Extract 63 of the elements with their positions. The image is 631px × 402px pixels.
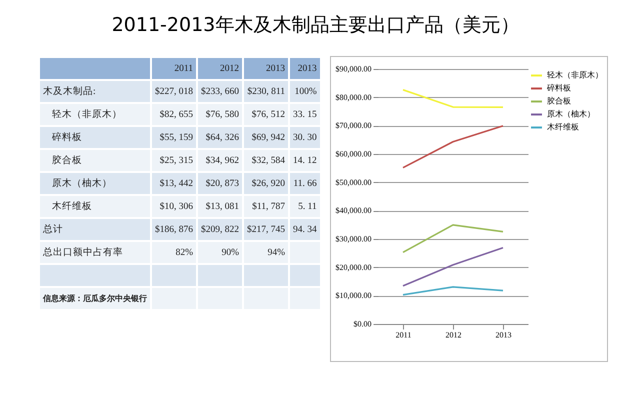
legend-label: 木纤维板 — [546, 122, 579, 132]
text: $10, 306 — [160, 202, 193, 212]
text: 94% — [268, 248, 285, 258]
text: $227, 018 — [155, 86, 193, 96]
text: $55, 159 — [160, 132, 193, 142]
text: 2011-2013年木及木制品主要出口产品（美元） — [110, 13, 520, 38]
legend-label: 碎料板 — [546, 84, 571, 92]
category-label: 碎料板 — [52, 133, 82, 143]
text: $25, 315 — [160, 156, 193, 166]
text: $233, 660 — [201, 86, 239, 96]
legend-label: 原木（柚木） — [546, 110, 595, 118]
text: $76, 512 — [252, 110, 285, 120]
text: 33. 15 — [293, 110, 317, 120]
x-tick-label: 2011 — [395, 330, 412, 340]
category-label: 总出口额中占有率 — [43, 248, 123, 258]
y-tick-label: $70,000.00 — [335, 121, 372, 130]
text: $64, 326 — [206, 132, 239, 142]
text: $11, 787 — [252, 202, 285, 212]
text: $217, 745 — [247, 224, 285, 234]
y-tick-label: $0.00 — [353, 320, 372, 328]
y-tick-label: $10,000.00 — [335, 291, 372, 300]
y-tick-label: $40,000.00 — [335, 206, 372, 216]
text: $20, 873 — [206, 178, 239, 188]
text: $34, 962 — [206, 156, 239, 166]
text: $76, 580 — [206, 110, 239, 120]
text: $32, 584 — [252, 156, 285, 166]
y-tick-label: $90,000.00 — [335, 64, 372, 74]
text: 5. 11 — [298, 202, 317, 212]
legend-label: 轻木（非原木） — [546, 70, 603, 80]
text: 30. 30 — [293, 132, 317, 142]
text: $13, 081 — [206, 202, 239, 212]
text: $13, 442 — [160, 178, 193, 188]
x-tick-label: 2013 — [495, 330, 512, 340]
text: 14. 12 — [293, 156, 317, 166]
category-label: 木纤维板 — [52, 202, 92, 212]
category-label: 2013 — [290, 58, 320, 79]
y-tick-label: $30,000.00 — [335, 234, 372, 244]
category-label: 2011 — [152, 58, 196, 79]
y-tick-label: $50,000.00 — [335, 178, 372, 187]
category-label: 胶合板 — [52, 156, 82, 166]
text: 信息来源：厄瓜多尔中央银行 — [43, 294, 147, 303]
category-label: 2013 — [244, 58, 288, 79]
category-label: 轻木（非原木） — [52, 110, 122, 120]
text: 82% — [176, 248, 193, 258]
text: $26, 920 — [252, 178, 285, 188]
category-label: 总计 — [43, 225, 63, 235]
text: $230, 811 — [247, 86, 285, 96]
category-label: 原木（柚木） — [52, 179, 112, 189]
text: 94. 34 — [293, 224, 317, 234]
x-tick-label: 2012 — [445, 330, 462, 340]
text: 11. 66 — [293, 178, 317, 188]
text: $209, 822 — [201, 224, 239, 234]
category-label: 2012 — [198, 58, 242, 79]
text: $69, 942 — [252, 132, 285, 142]
text: $186, 876 — [155, 224, 193, 234]
category-label: 木及木制品: — [43, 87, 96, 97]
y-tick-label: $20,000.00 — [335, 262, 372, 272]
y-tick-label: $60,000.00 — [335, 150, 372, 158]
legend-label: 胶合板 — [546, 96, 571, 106]
text: 90% — [222, 248, 239, 258]
text: $82, 655 — [160, 110, 193, 120]
text: 100% — [294, 86, 317, 96]
y-tick-label: $80,000.00 — [335, 92, 372, 102]
